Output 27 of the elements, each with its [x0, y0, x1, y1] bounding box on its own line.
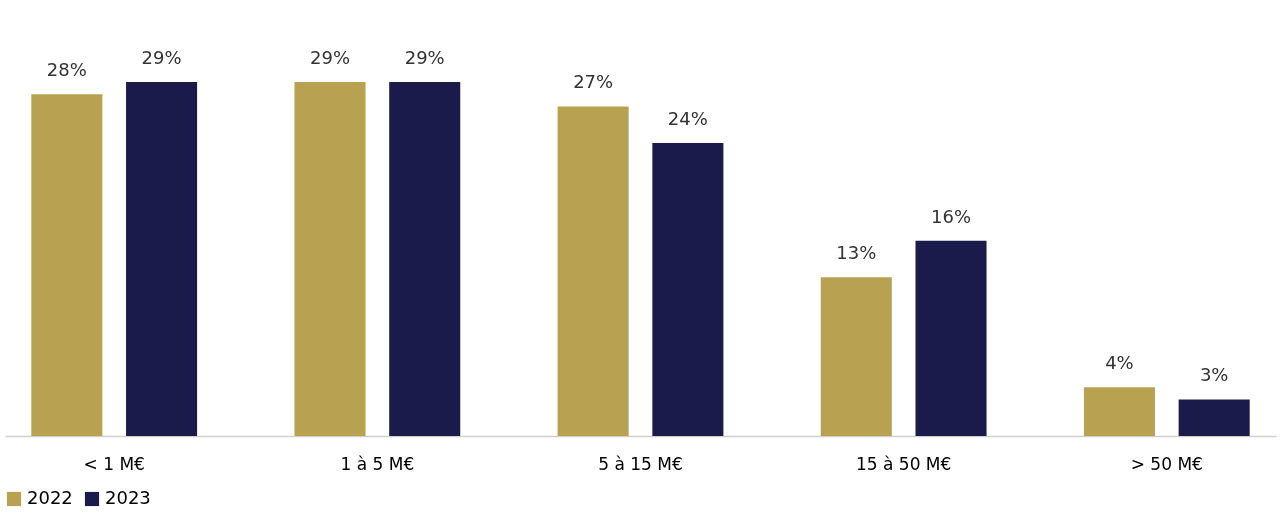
data-label: 28%: [46, 59, 87, 81]
x-tick-label: 1 à 5 M€: [340, 453, 415, 474]
bar: [1178, 399, 1250, 436]
x-tick-label: 5 à 15 M€: [598, 453, 683, 474]
x-tick-label: > 50 M€: [1130, 453, 1203, 474]
data-label: 16%: [931, 205, 972, 227]
data-label: 13%: [836, 242, 877, 264]
bar: [31, 94, 103, 436]
bar: [1083, 387, 1155, 436]
data-label: 29%: [309, 47, 350, 68]
data-label: 24%: [667, 108, 708, 130]
x-tick-label: 15 à 50 M€: [855, 453, 952, 474]
x-tick-label: < 1 M€: [83, 453, 145, 474]
data-label: 4%: [1105, 352, 1134, 374]
data-label: 3%: [1199, 364, 1229, 386]
bar: [915, 240, 987, 436]
data-label: 29%: [141, 47, 182, 68]
bar: [126, 82, 198, 436]
bar: [652, 143, 724, 436]
legend-label: 2023: [105, 487, 151, 508]
data-label: 27%: [573, 71, 614, 93]
bar: [294, 82, 366, 436]
bar: [820, 277, 892, 436]
bar: [389, 82, 461, 436]
data-label: 29%: [404, 47, 445, 68]
legend-label: 2022: [27, 487, 73, 508]
bar: [557, 106, 629, 436]
